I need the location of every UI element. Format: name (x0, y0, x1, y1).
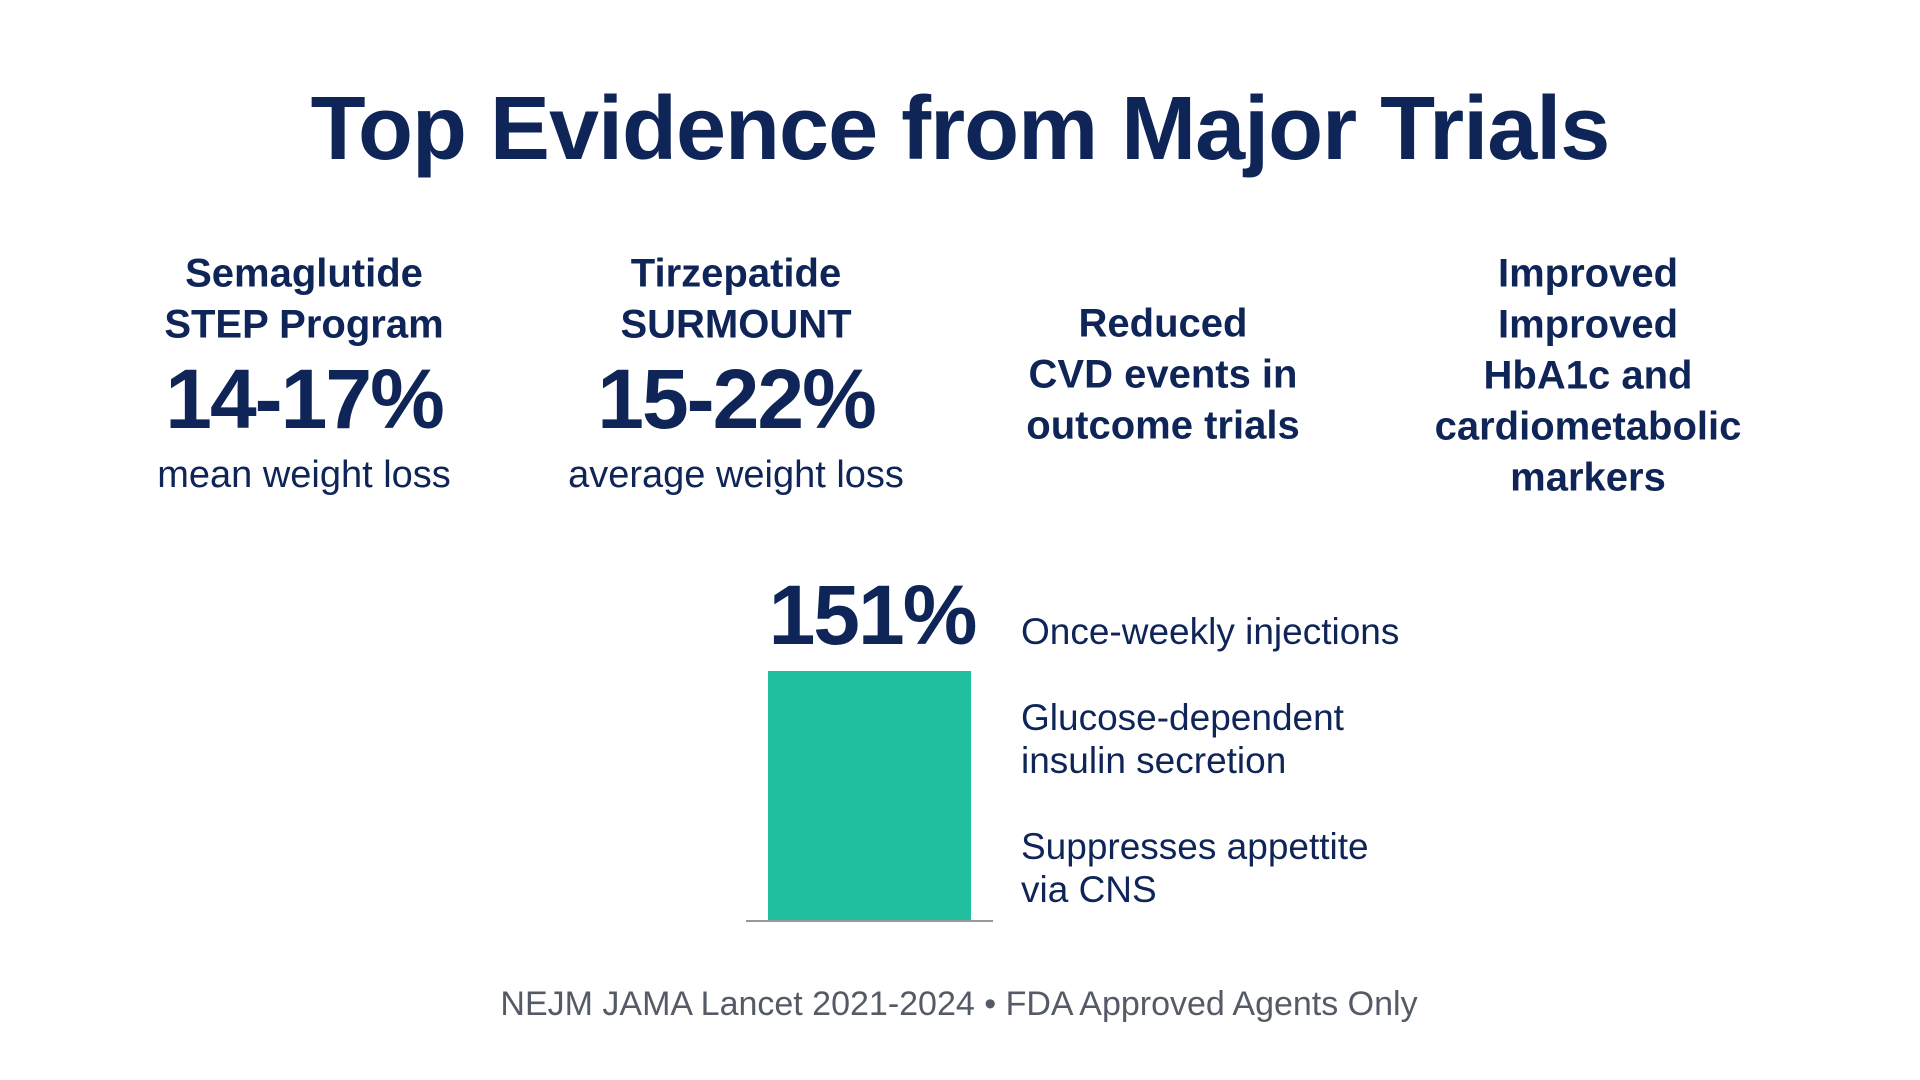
column-heading: outcome trials (1026, 404, 1299, 448)
column-stat: 15-22% (597, 352, 875, 446)
highlight-bar (768, 671, 971, 921)
feature-text: via CNS (1021, 869, 1157, 910)
column-heading: Reduced (1079, 302, 1248, 346)
column-caption: average weight loss (568, 454, 904, 496)
column-heading: Semaglutide (185, 252, 423, 296)
highlight-value: 151% (769, 568, 976, 662)
column-heading: SURMOUNT (620, 303, 851, 347)
feature-text: Glucose-dependent (1021, 697, 1345, 738)
footer: NEJM JAMA Lancet 2021-2024 • FDA Approve… (500, 985, 1417, 1023)
column-heading: cardiometabolic (1435, 405, 1742, 449)
feature-text: Once-weekly injections (1021, 611, 1399, 652)
column-heading: HbA1c and (1484, 354, 1693, 398)
column-heading: markers (1510, 456, 1666, 500)
column-heading: Improved (1498, 303, 1678, 347)
column-caption: mean weight loss (157, 454, 451, 496)
column-stat: 14-17% (165, 352, 443, 446)
slide-title: Top Evidence from Major Trials (311, 79, 1610, 179)
feature-text: Suppresses appettite (1021, 826, 1369, 867)
column-heading: STEP Program (164, 303, 443, 347)
column-heading: CVD events in (1029, 353, 1298, 397)
column-heading: Improved (1498, 252, 1678, 296)
feature-text: insulin secretion (1021, 740, 1286, 781)
column-heading: Tirzepatide (631, 252, 841, 296)
